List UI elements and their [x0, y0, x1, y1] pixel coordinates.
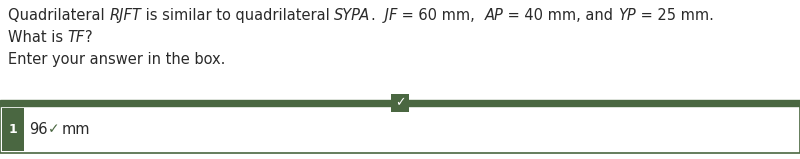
Bar: [0, 106, 800, 153]
Bar: [0, 100, 800, 106]
FancyBboxPatch shape: [391, 94, 409, 112]
Text: ✓: ✓: [48, 122, 60, 136]
Text: ?: ?: [85, 30, 93, 45]
Text: TF: TF: [68, 30, 85, 45]
Text: What is: What is: [8, 30, 68, 45]
Text: is similar to quadrilateral: is similar to quadrilateral: [141, 8, 334, 23]
Text: = 25 mm.: = 25 mm.: [636, 8, 714, 23]
Bar: [2, 108, 24, 151]
Text: ✓: ✓: [394, 97, 406, 110]
Text: 1: 1: [9, 123, 18, 136]
Text: SYPA: SYPA: [334, 8, 370, 23]
Text: = 40 mm, and: = 40 mm, and: [503, 8, 618, 23]
Text: Enter your answer in the box.: Enter your answer in the box.: [8, 52, 226, 67]
Text: AP: AP: [484, 8, 503, 23]
Text: mm: mm: [62, 122, 90, 137]
Text: YP: YP: [618, 8, 636, 23]
Text: 96: 96: [29, 122, 47, 137]
Text: RJFT: RJFT: [110, 8, 141, 23]
Text: JF: JF: [380, 8, 398, 23]
Text: Quadrilateral: Quadrilateral: [8, 8, 110, 23]
Text: .: .: [370, 8, 380, 23]
Text: = 60 mm,: = 60 mm,: [398, 8, 484, 23]
